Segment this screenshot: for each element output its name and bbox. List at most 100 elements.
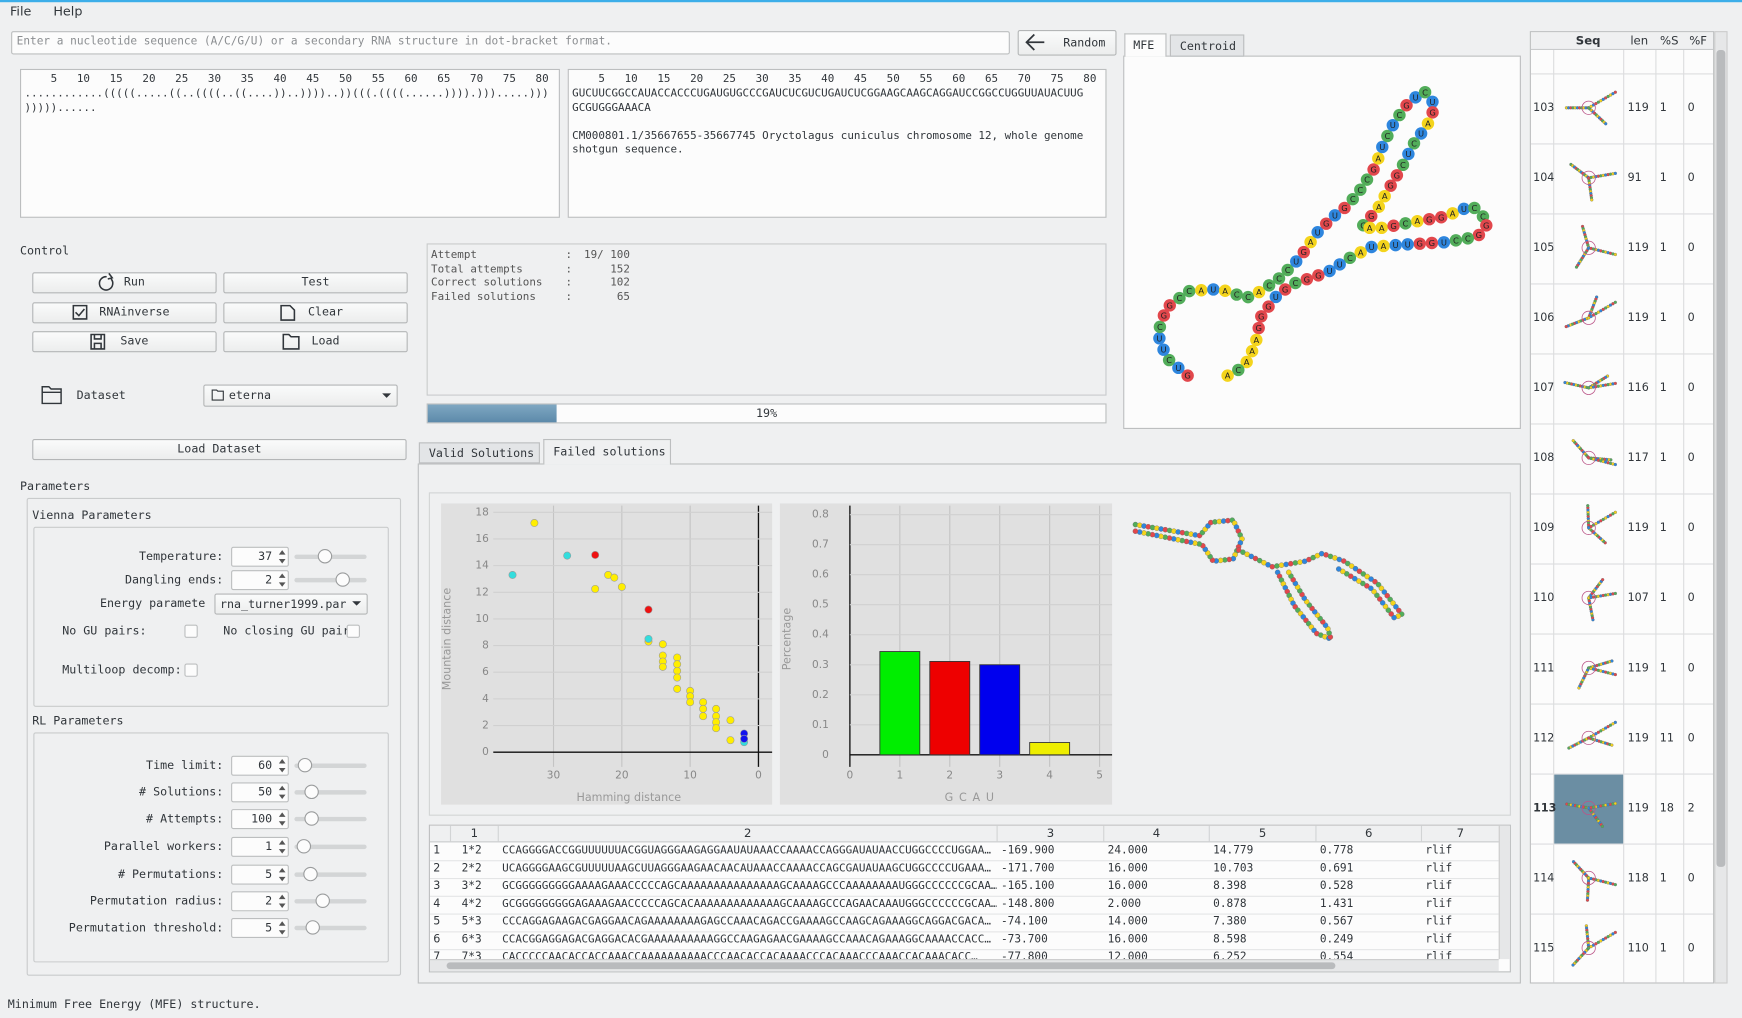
table-cell[interactable]: 0.691 [1319,862,1354,875]
slider-track[interactable] [294,925,367,931]
slider-handle[interactable] [304,811,319,826]
table-cell[interactable]: -171.700 [1000,862,1055,875]
table-cell[interactable]: CCACGGAGGAGACGAGGACACGAAAAAAAAAAGGCCAAGA… [502,933,991,946]
table-cell[interactable]: rlif [1425,933,1453,946]
spinbox[interactable]: 100 [231,809,289,830]
table-cell[interactable]: 91 [1627,172,1642,185]
spinbox[interactable]: 50 [231,782,289,803]
table-cell[interactable]: 8.398 [1213,880,1247,893]
table-cell[interactable]: 117 [1627,452,1649,465]
table-cell[interactable]: 0 [1687,732,1695,745]
table-cell[interactable]: 6*3 [461,933,482,946]
table-cell[interactable]: 2 [1687,802,1695,815]
spinbox[interactable]: 5 [231,917,289,938]
table-cell[interactable]: 1 [1659,312,1667,325]
table-cell[interactable]: 119 [1627,522,1649,535]
table-cell[interactable]: 1 [1659,942,1667,955]
table-cell[interactable]: 1 [1659,872,1667,885]
slider-track[interactable] [294,790,367,795]
button[interactable]: Clear [223,302,408,324]
table-cell[interactable]: 107 [1627,592,1649,605]
table-cell[interactable]: 0 [1687,942,1695,955]
table-cell[interactable]: 119 [1627,242,1649,255]
slider-handle[interactable] [315,893,330,908]
table-cell[interactable]: 16.000 [1107,933,1148,946]
slider-handle[interactable] [297,757,313,773]
table-cell[interactable]: 1.431 [1319,897,1354,911]
table-cell[interactable]: 8.598 [1213,933,1247,946]
v-scrollbar[interactable] [1498,825,1510,960]
table-cell[interactable]: 0.778 [1319,844,1354,857]
column-header[interactable]: 5 [1208,825,1316,842]
table-cell[interactable]: 0.249 [1319,933,1354,946]
tab-label[interactable]: Valid Solutions [428,446,535,461]
tab[interactable] [543,438,672,465]
slider-handle[interactable] [296,839,312,854]
table-cell[interactable]: 11 [1659,732,1674,745]
slider-track[interactable] [294,763,367,768]
table-cell[interactable]: 119 [1627,102,1649,115]
table-cell[interactable]: 7.380 [1213,915,1247,928]
table-cell[interactable]: 110 [1627,942,1649,955]
table-cell[interactable]: 2.000 [1107,897,1142,911]
column-header[interactable]: %S [1659,34,1679,48]
row-header[interactable]: 104 [1533,172,1555,185]
column-header[interactable]: 7 [1420,825,1499,842]
table-cell[interactable]: -77.800 [1000,951,1048,960]
table-cell[interactable]: rlif [1425,880,1453,893]
column-header[interactable]: %F [1689,34,1708,48]
row-header[interactable]: 103 [1533,102,1555,115]
row-header[interactable]: 107 [1533,382,1555,395]
spinbox[interactable]: 2 [231,891,289,912]
spinbox[interactable]: 60 [231,755,289,776]
scroll-handle[interactable] [446,962,1336,970]
sequence-editor[interactable]: 5 10 15 20 25 30 35 40 45 50 55 60 65 70… [567,68,1107,218]
table-cell[interactable]: 18 [1659,802,1674,815]
table-cell[interactable]: UCAGGGGAAGCGUUUUUAAGCUUAGGGAAGAACAACAUAA… [502,862,991,875]
table-cell[interactable]: 1 [1659,382,1667,395]
table-cell[interactable]: CCAGGGGACCGGUUUUUUACGGUAGGGAAGAGGAAUAUAA… [502,844,991,857]
slider-track[interactable] [294,844,367,850]
table-cell[interactable]: -148.800 [1000,897,1055,911]
spinbox[interactable]: 5 [231,864,289,885]
dataset-combo[interactable]: eterna [203,384,398,407]
table-cell[interactable]: 0 [1687,312,1695,325]
row-header[interactable]: 106 [1533,312,1555,325]
table-cell[interactable]: GCGGGGGGGGGAGAAAGAACCCCCAGCACAAAAAAAAAAA… [502,897,997,911]
table-cell[interactable]: rlif [1425,862,1453,875]
row-header[interactable]: 113 [1533,802,1557,815]
tab[interactable] [1124,33,1167,57]
table-cell[interactable]: rlif [1425,897,1453,911]
table-cell[interactable]: 14.779 [1213,844,1254,857]
table-cell[interactable]: -165.100 [1000,880,1055,893]
table-cell[interactable]: -73.700 [1000,933,1048,946]
row-header[interactable]: 110 [1533,592,1555,605]
slider-track[interactable] [294,577,367,583]
row-header[interactable]: 109 [1533,522,1555,535]
table-cell[interactable]: 14.000 [1107,915,1148,928]
table-cell[interactable]: 0 [1687,452,1695,465]
random-button[interactable]: Random [1017,30,1117,56]
button[interactable]: Save [32,331,217,353]
column-header[interactable]: 4 [1103,825,1209,842]
button[interactable]: Run [32,272,217,294]
column-header[interactable]: len [1630,34,1649,48]
row-header[interactable]: 112 [1533,732,1555,745]
checkbox[interactable] [346,624,360,638]
tab[interactable] [418,442,540,464]
column-header[interactable]: 6 [1315,825,1421,842]
table-cell[interactable]: 16.000 [1107,862,1148,875]
table-cell[interactable]: 0 [1687,102,1695,115]
table-cell[interactable]: 12.000 [1107,951,1148,960]
table-cell[interactable]: 116 [1627,382,1649,395]
table-cell[interactable]: 0.554 [1319,951,1354,960]
table-cell[interactable]: 0 [1687,662,1695,675]
table-cell[interactable]: 119 [1627,802,1649,815]
row-header[interactable]: 114 [1533,872,1555,885]
tab[interactable] [1169,34,1245,57]
table-cell[interactable]: 1*2 [461,844,482,857]
energy-combo[interactable]: rna_turner1999.par [214,593,368,615]
table-cell[interactable]: 24.000 [1107,844,1148,857]
table-cell[interactable]: CCCAGGAGAAGACGAGGAACAGAAAAAAAAGAGCCAAACA… [502,915,991,928]
table-cell[interactable]: 0 [1687,872,1695,885]
